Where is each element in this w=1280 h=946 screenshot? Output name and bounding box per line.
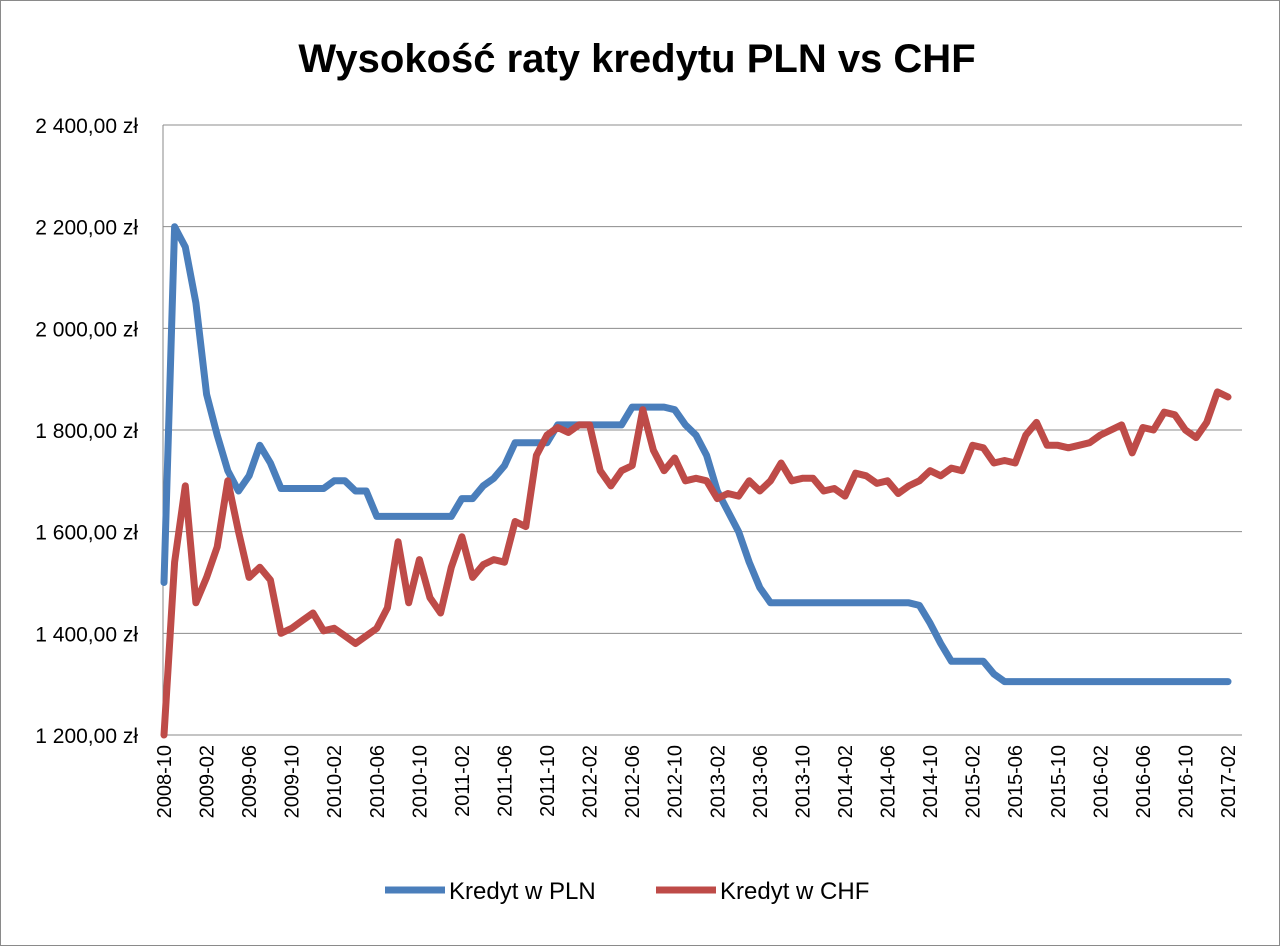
- x-tick-label: 2008-10: [154, 745, 176, 818]
- x-tick-label: 2009-02: [197, 745, 219, 818]
- x-tick-label: 2013-02: [707, 745, 729, 818]
- y-tick-label: 1 800,00 zł: [35, 420, 138, 443]
- y-tick-label: 1 400,00 zł: [35, 623, 138, 646]
- x-tick-label: 2009-06: [239, 745, 261, 818]
- x-tick-label: 2015-10: [1048, 745, 1070, 818]
- legend-label-chf: Kredyt w CHF: [720, 878, 869, 905]
- x-tick-label: 2015-02: [963, 745, 985, 818]
- x-tick-label: 2014-02: [835, 745, 857, 818]
- chart-title: Wysokość raty kredytu PLN vs CHF: [298, 37, 975, 81]
- x-tick-label: 2010-02: [324, 745, 346, 818]
- x-tick-label: 2010-06: [367, 745, 389, 818]
- x-tick-label: 2010-10: [409, 745, 431, 818]
- y-tick-label: 2 400,00 zł: [35, 115, 138, 138]
- series-line-pln: [160, 223, 1232, 686]
- x-tick-label: 2014-10: [920, 745, 942, 818]
- y-tick-label: 1 200,00 zł: [35, 725, 138, 748]
- series-lines: [160, 223, 1232, 739]
- y-axis-labels: 1 200,00 zł 1 400,00 zł 1 600,00 zł 1 800,0…: [35, 115, 138, 748]
- series-line-chf: [160, 388, 1232, 739]
- y-tick-label: 2 200,00 zł: [35, 217, 138, 240]
- x-tick-label: 2011-06: [494, 745, 516, 817]
- legend-label-pln: Kredyt w PLN: [449, 878, 596, 905]
- x-tick-label: 2012-02: [580, 745, 602, 818]
- x-tick-label: 2014-06: [878, 745, 900, 818]
- x-tick-label: 2013-10: [792, 745, 814, 818]
- x-axis-labels: 2008-10 2009-02 2009-06 2009-10 2010-02 2010-…: [154, 745, 1240, 818]
- y-tick-label: 2 000,00 zł: [35, 318, 138, 341]
- x-tick-label: 2015-06: [1005, 745, 1027, 818]
- x-tick-label: 2011-02: [452, 745, 474, 817]
- x-tick-label: 2016-02: [1090, 745, 1112, 818]
- gridlines: [163, 124, 1242, 634]
- x-tick-label: 2013-06: [750, 745, 772, 818]
- x-tick-label: 2011-10: [537, 745, 559, 817]
- x-tick-label: 2012-06: [622, 745, 644, 818]
- legend: Kredyt w PLN Kredyt w CHF: [385, 878, 869, 905]
- y-tick-label: 1 600,00 zł: [35, 522, 138, 545]
- x-tick-label: 2017-02: [1218, 745, 1240, 818]
- x-tick-label: 2009-10: [282, 745, 304, 818]
- x-tick-label: 2016-10: [1175, 745, 1197, 818]
- x-tick-label: 2012-10: [665, 745, 687, 818]
- x-tick-label: 2016-06: [1133, 745, 1155, 818]
